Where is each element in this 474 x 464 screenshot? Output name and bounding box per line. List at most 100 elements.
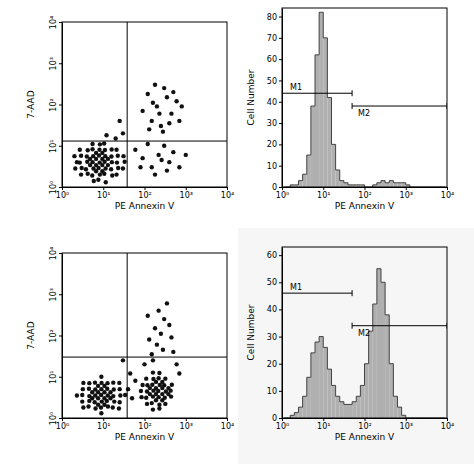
point xyxy=(81,405,85,409)
point xyxy=(169,111,173,115)
point xyxy=(177,119,181,123)
figure-svg: 10⁰10¹10²10³10⁴10⁰10¹10²10³10⁴PE Annexin… xyxy=(0,0,474,464)
tick-label: 60 xyxy=(267,55,277,64)
y-tick: 10³ xyxy=(49,288,62,301)
point xyxy=(113,136,117,140)
point xyxy=(148,386,152,390)
y-tick: 40 xyxy=(267,98,282,107)
point xyxy=(94,163,98,167)
histogram-bar xyxy=(299,407,303,418)
point xyxy=(138,165,142,169)
panel: 10⁰10¹10²10³10⁴10⁰10¹10²10³10⁴PE Annexin… xyxy=(26,16,234,211)
tick-mark xyxy=(59,22,62,23)
histogram-bar xyxy=(336,170,340,187)
point xyxy=(153,172,157,176)
point xyxy=(180,104,184,108)
tick-label: 10³ xyxy=(180,422,193,431)
panel-background xyxy=(238,228,474,464)
point xyxy=(162,317,166,321)
y-tick: 70 xyxy=(267,34,282,43)
point xyxy=(72,154,76,158)
point xyxy=(151,101,155,105)
point xyxy=(156,308,160,312)
point xyxy=(162,86,166,90)
tick-label: 10² xyxy=(49,98,58,111)
point xyxy=(109,167,113,171)
tick-mark xyxy=(323,418,324,421)
point xyxy=(161,129,165,133)
point xyxy=(90,147,94,151)
point xyxy=(108,396,112,400)
histogram-bar xyxy=(393,396,397,418)
point xyxy=(169,335,173,339)
histogram-bar xyxy=(303,396,307,418)
point xyxy=(98,142,102,146)
tick-mark xyxy=(279,337,282,338)
point xyxy=(102,141,106,145)
point xyxy=(109,147,113,151)
histogram-bar xyxy=(398,183,402,187)
histogram-outline xyxy=(284,12,445,187)
plot-frame xyxy=(282,247,447,418)
tick-label: 10³ xyxy=(49,57,58,70)
tick-label: 20 xyxy=(267,140,277,149)
point xyxy=(99,375,103,379)
point xyxy=(79,166,83,170)
point xyxy=(102,396,106,400)
point xyxy=(166,386,170,390)
tick-label: 10³ xyxy=(180,191,193,200)
y-tick: 30 xyxy=(267,119,282,128)
histogram-bar xyxy=(385,183,389,187)
tick-mark xyxy=(59,63,62,64)
point xyxy=(133,148,137,152)
tick-label: 10³ xyxy=(49,288,58,301)
x-tick: 10³ xyxy=(400,418,413,431)
tick-mark xyxy=(279,144,282,145)
y-tick: 10³ xyxy=(49,57,62,70)
tick-mark xyxy=(279,59,282,60)
point xyxy=(171,350,175,354)
x-axis-title: PE Annexin V xyxy=(115,201,175,211)
tick-label: 50 xyxy=(267,77,277,86)
point xyxy=(153,326,157,330)
point xyxy=(165,95,169,99)
point xyxy=(111,380,115,384)
tick-label: 10² xyxy=(138,422,151,431)
y-tick: 10⁰ xyxy=(49,181,62,194)
tick-mark xyxy=(59,418,62,419)
point xyxy=(79,154,83,158)
histogram-bar xyxy=(332,385,336,418)
point xyxy=(80,399,84,403)
point xyxy=(160,386,164,390)
axis-line xyxy=(282,248,283,419)
histogram-bar xyxy=(303,174,307,187)
point xyxy=(115,160,119,164)
histogram-bar xyxy=(323,38,327,187)
histogram-bar xyxy=(315,55,319,187)
histogram-bar xyxy=(356,396,360,418)
histogram-bar xyxy=(299,181,303,187)
histogram-bar xyxy=(344,183,348,187)
point xyxy=(104,180,108,184)
histogram-bar xyxy=(377,269,381,418)
histogram-bar xyxy=(315,342,319,418)
point xyxy=(157,403,161,407)
tick-mark xyxy=(186,187,187,190)
histogram-bar xyxy=(393,183,397,187)
point xyxy=(171,150,175,154)
histogram-bar xyxy=(385,315,389,418)
x-tick: 10² xyxy=(138,187,151,200)
histogram-bar xyxy=(402,183,406,187)
point xyxy=(163,376,167,380)
point xyxy=(111,405,115,409)
y-tick: 10⁴ xyxy=(49,247,62,260)
tick-mark xyxy=(59,146,62,147)
quadrant-line xyxy=(127,22,128,187)
tick-label: 50 xyxy=(267,278,277,287)
point xyxy=(94,151,98,155)
point xyxy=(154,398,158,402)
histogram-bar xyxy=(360,385,364,418)
x-tick: 10⁴ xyxy=(221,187,234,200)
point xyxy=(96,403,100,407)
x-tick: 10³ xyxy=(400,187,413,200)
